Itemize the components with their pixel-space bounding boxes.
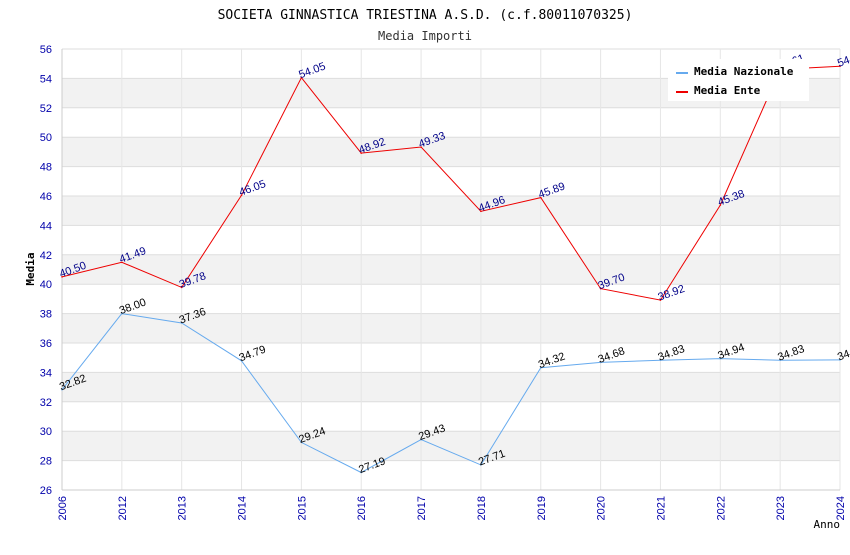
- legend-label: Media Nazionale: [694, 65, 794, 78]
- axes: 26 28 30 32 34 36 38 40 42 44 46 48 50 52 54 56 2006 2012…: [40, 44, 847, 520]
- x-tick-label: 2020: [596, 496, 608, 520]
- data-point: [360, 152, 363, 154]
- data-point: [539, 196, 542, 199]
- grid-band: [62, 431, 840, 461]
- legend: Media Nazionale Media Ente: [668, 59, 809, 101]
- data-label: 54.83: [836, 49, 850, 70]
- y-tick-label: 36: [40, 338, 52, 350]
- y-tick-label: 48: [40, 162, 52, 174]
- data-point: [420, 146, 422, 148]
- grid-band: [62, 137, 840, 167]
- x-tick-label: 2023: [775, 496, 787, 520]
- y-tick-label: 30: [40, 426, 52, 438]
- x-tick-label: 2012: [117, 496, 129, 520]
- y-tick-label: 46: [40, 191, 52, 203]
- grid-band: [62, 313, 840, 343]
- grid-band: [62, 372, 840, 402]
- y-axis-label: Media: [24, 252, 37, 285]
- x-tick-label: 2018: [476, 496, 488, 520]
- data-point: [599, 361, 602, 364]
- x-tick-label: 2016: [356, 496, 368, 520]
- grid-band: [62, 254, 840, 285]
- x-axis-label: Anno: [814, 518, 841, 531]
- data-point: [180, 286, 183, 289]
- data-point: [300, 441, 303, 444]
- x-tick-label: 2006: [57, 496, 69, 520]
- series-lines: [61, 65, 841, 474]
- data-point: [420, 438, 422, 441]
- x-tick-label: 2024: [835, 496, 847, 520]
- data-point: [180, 322, 183, 324]
- y-tick-label: 34: [40, 367, 52, 379]
- data-point: [480, 464, 482, 466]
- chart-subtitle: Media Importi: [378, 29, 472, 43]
- x-tick-label: 2021: [655, 496, 667, 520]
- y-tick-label: 50: [40, 132, 52, 144]
- data-point: [61, 388, 63, 391]
- x-tick-label: 2019: [536, 496, 548, 520]
- y-tick-label: 32: [40, 397, 52, 409]
- data-point: [240, 194, 243, 197]
- data-point: [719, 204, 722, 206]
- data-point: [719, 357, 722, 360]
- data-point: [240, 359, 243, 362]
- y-tick-label: 54: [40, 73, 52, 85]
- y-tick-label: 42: [40, 250, 52, 262]
- legend-box: [668, 59, 809, 101]
- data-point: [61, 276, 63, 278]
- x-tick-label: 2017: [416, 496, 428, 520]
- data-point: [480, 210, 482, 213]
- data-point: [539, 366, 542, 369]
- chart-title: SOCIETA GINNASTICA TRIESTINA A.S.D. (c.f…: [218, 8, 633, 23]
- data-label: 34.85: [836, 343, 850, 364]
- x-tick-label: 2013: [177, 496, 189, 520]
- y-tick-label: 52: [40, 103, 52, 115]
- data-point: [599, 287, 602, 290]
- data-point: [659, 359, 662, 361]
- y-tick-label: 28: [40, 456, 52, 468]
- data-point: [360, 471, 363, 474]
- x-tick-label: 2022: [715, 496, 727, 520]
- data-point: [839, 359, 841, 361]
- series-line-media-nazionale: [61, 313, 841, 474]
- grid-bands: [62, 78, 840, 461]
- y-tick-label: 44: [40, 220, 52, 232]
- x-tick-label: 2015: [296, 496, 308, 520]
- data-point: [300, 76, 303, 79]
- data-point: [659, 299, 662, 301]
- x-tick-label: 2014: [237, 496, 249, 520]
- y-tick-label: 56: [40, 44, 52, 56]
- data-point: [779, 359, 781, 361]
- data-point: [121, 261, 123, 264]
- data-point: [839, 65, 841, 67]
- legend-label: Media Ente: [694, 84, 761, 97]
- y-tick-label: 26: [40, 485, 52, 497]
- y-tick-label: 40: [40, 279, 52, 291]
- data-point: [121, 312, 123, 315]
- series-line-media-ente: [61, 65, 841, 301]
- y-tick-label: 38: [40, 309, 52, 321]
